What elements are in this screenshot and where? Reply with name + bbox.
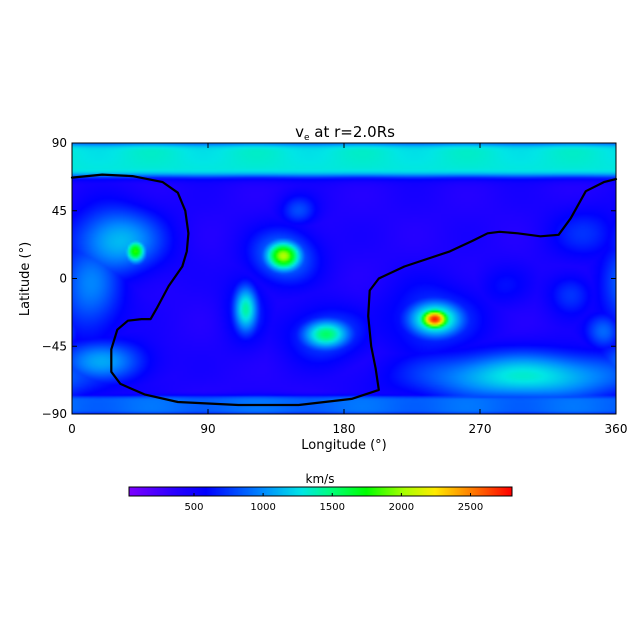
colorbar-tick-label: 1500 bbox=[320, 502, 345, 513]
y-tick-label: −90 bbox=[42, 407, 67, 421]
colorbar-label: km/s bbox=[306, 472, 335, 486]
chart-title: ve at r=2.0Rs bbox=[295, 123, 395, 143]
colorbar-tick-label: 2000 bbox=[389, 502, 414, 513]
y-tick-label: −45 bbox=[42, 339, 67, 353]
chart-title-main: v bbox=[295, 123, 304, 141]
x-tick-label: 90 bbox=[200, 422, 215, 436]
colorbar-ticks: 500 1000 1500 2000 2500 bbox=[184, 493, 483, 513]
y-axis-label: Latitude (°) bbox=[18, 242, 33, 316]
y-tick-label: 0 bbox=[59, 272, 67, 286]
y-tick-label: 45 bbox=[52, 204, 67, 218]
x-tick-label: 360 bbox=[605, 422, 628, 436]
colorbar-frame bbox=[128, 486, 513, 497]
chart-title-suffix: at r=2.0Rs bbox=[310, 123, 396, 141]
x-tick-label: 180 bbox=[333, 422, 356, 436]
map-panel: 0 90 180 270 360 90 45 0 −45 −90 bbox=[42, 136, 628, 436]
speed-heatmap bbox=[72, 143, 616, 414]
coronal-hole-boundary bbox=[70, 173, 618, 407]
x-tick-label: 0 bbox=[68, 422, 76, 436]
y-tick-label: 90 bbox=[52, 136, 67, 150]
chart-title-subscript: e bbox=[304, 133, 310, 143]
colorbar-tick-label: 500 bbox=[184, 502, 203, 513]
colorbar-tick-label: 1000 bbox=[250, 502, 275, 513]
colorbar-gradient bbox=[129, 487, 512, 496]
x-axis-ticks: 0 90 180 270 360 bbox=[68, 143, 627, 436]
colorbar: km/s 500 1000 1500 2000 2500 bbox=[128, 472, 513, 513]
colorbar-tick-label: 2500 bbox=[458, 502, 483, 513]
x-tick-label: 270 bbox=[469, 422, 492, 436]
x-axis-label: Longitude (°) bbox=[301, 438, 386, 453]
y-axis-ticks: 90 45 0 −45 −90 bbox=[42, 136, 616, 421]
